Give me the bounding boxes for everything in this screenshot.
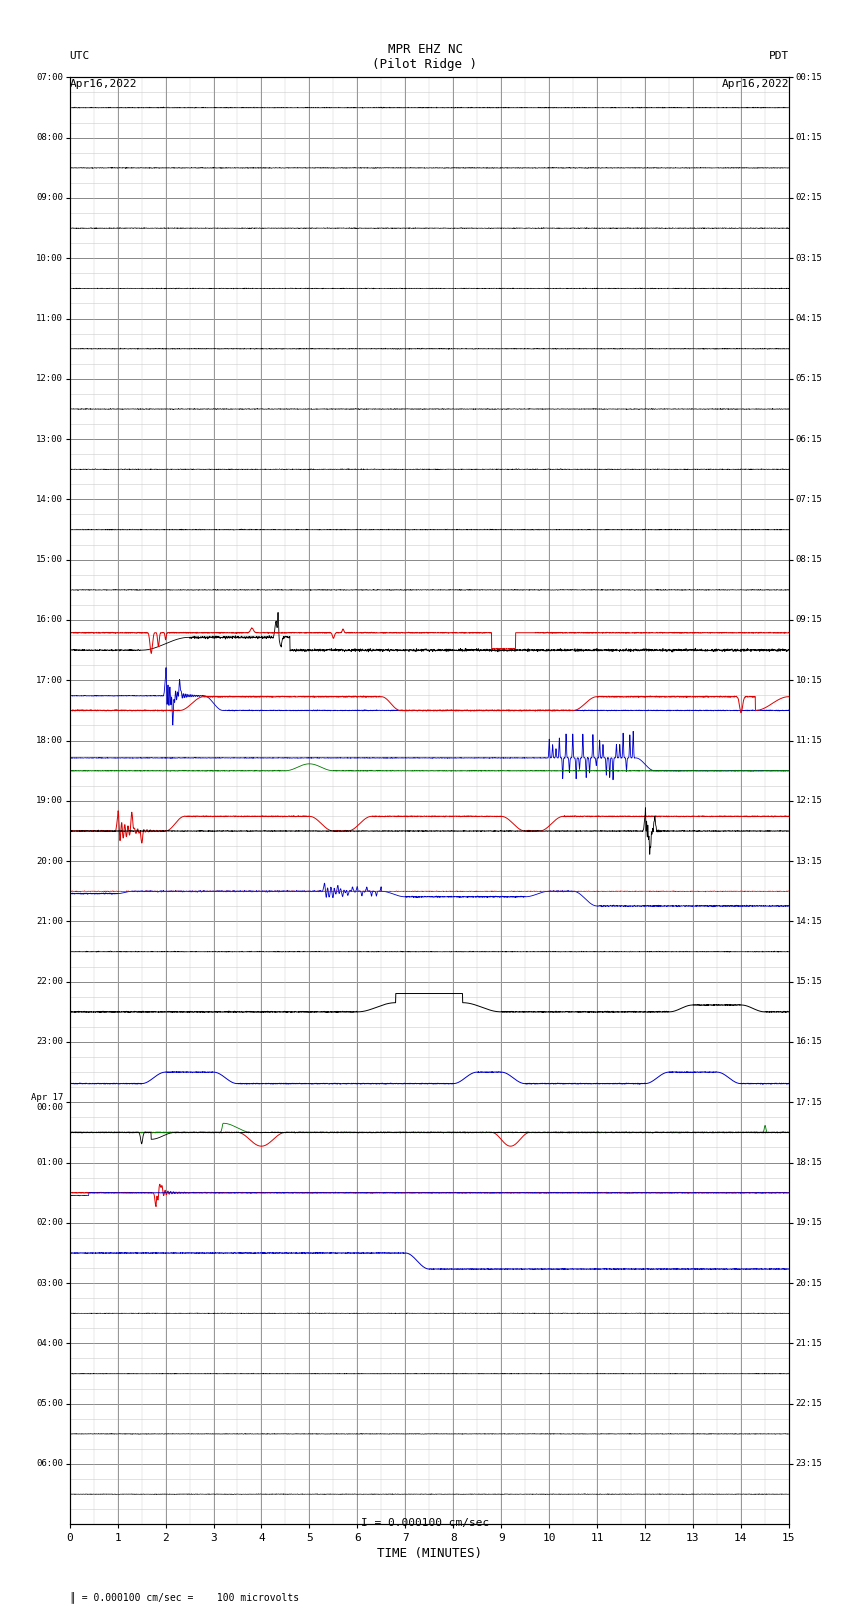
- Text: I = 0.000100 cm/sec: I = 0.000100 cm/sec: [361, 1518, 489, 1528]
- Text: Apr16,2022: Apr16,2022: [722, 79, 789, 89]
- Text: MPR EHZ NC
(Pilot Ridge ): MPR EHZ NC (Pilot Ridge ): [372, 44, 478, 71]
- X-axis label: TIME (MINUTES): TIME (MINUTES): [377, 1547, 482, 1560]
- Text: ║ = 0.000100 cm/sec =    100 microvolts: ║ = 0.000100 cm/sec = 100 microvolts: [70, 1592, 299, 1603]
- Text: UTC: UTC: [70, 52, 90, 61]
- Text: PDT: PDT: [768, 52, 789, 61]
- Text: Apr16,2022: Apr16,2022: [70, 79, 137, 89]
